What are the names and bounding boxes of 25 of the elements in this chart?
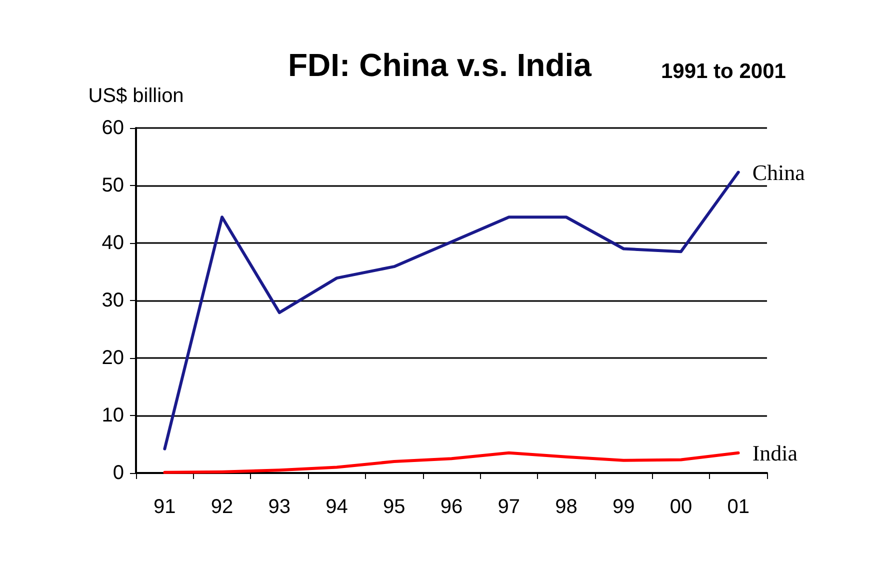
line-series <box>163 451 740 474</box>
x-tick-label: 99 <box>612 496 635 518</box>
y-tick-label: 60 <box>102 117 124 139</box>
x-tick-label: 91 <box>154 496 176 518</box>
series-label: India <box>752 440 798 466</box>
chart-subtitle: 1991 to 2001 <box>661 60 786 83</box>
y-tick-label: 10 <box>102 404 124 426</box>
x-tick-label: 01 <box>727 496 750 518</box>
x-tick-label: 93 <box>268 496 291 518</box>
chart-title: FDI: China v.s. India <box>288 47 592 83</box>
line-series <box>163 170 740 450</box>
y-tick-label: 40 <box>102 232 124 254</box>
y-axis-title: US$ billion <box>88 85 184 107</box>
x-tick-label: 98 <box>555 496 578 518</box>
x-tick-label: 96 <box>440 496 463 518</box>
x-tick-label: 94 <box>326 496 348 518</box>
y-tick-label: 30 <box>102 290 124 312</box>
y-tick-label: 0 <box>112 462 124 484</box>
x-tick-label: 97 <box>498 496 520 518</box>
x-tick-label: 95 <box>383 496 406 518</box>
series-label: China <box>752 160 806 185</box>
y-tick-label: 20 <box>102 347 124 369</box>
x-tick-label: 00 <box>670 496 692 518</box>
y-tick-label: 50 <box>102 174 124 196</box>
x-tick-label: 92 <box>210 496 234 518</box>
